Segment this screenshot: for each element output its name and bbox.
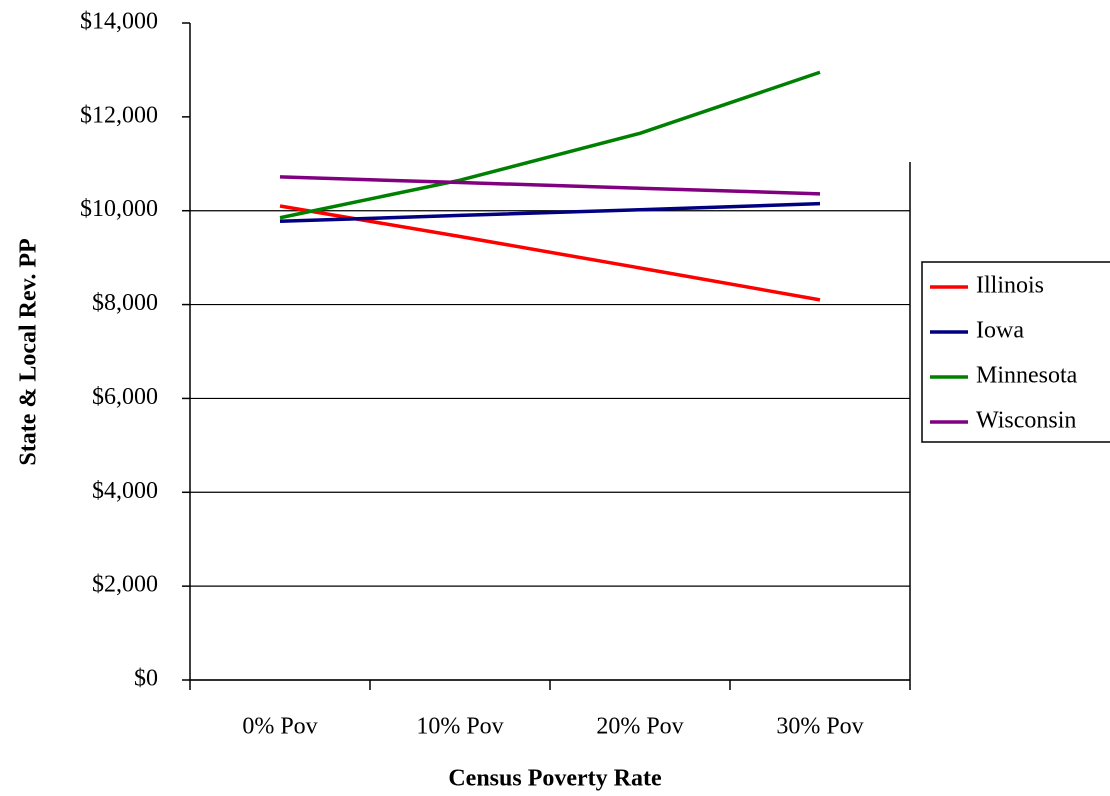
y-tick-label: $10,000 xyxy=(80,196,158,222)
x-tick-label: 10% Pov xyxy=(416,714,503,740)
y-axis-title: State & Local Rev. PP xyxy=(16,238,42,465)
legend-label: Illinois xyxy=(976,273,1044,299)
x-tick-label: 30% Pov xyxy=(776,714,863,740)
y-tick-label: $12,000 xyxy=(80,102,158,128)
y-tick-label: $14,000 xyxy=(80,9,158,35)
y-tick-label: $6,000 xyxy=(92,384,158,410)
series-line xyxy=(279,204,821,302)
legend-label: Iowa xyxy=(976,318,1024,344)
legend-label: Minnesota xyxy=(976,363,1078,389)
series-line xyxy=(279,70,821,220)
y-tick-label: $0 xyxy=(134,666,158,692)
y-tick-label: $8,000 xyxy=(92,290,158,316)
series-line xyxy=(279,175,821,196)
grid xyxy=(190,210,910,681)
y-tick-label: $4,000 xyxy=(92,478,158,504)
legend-label: Wisconsin xyxy=(976,408,1076,434)
x-axis-title: Census Poverty Rate xyxy=(448,766,662,792)
x-tick-label: 20% Pov xyxy=(596,714,683,740)
series-line xyxy=(279,201,821,224)
x-tick-label: 0% Pov xyxy=(242,714,317,740)
legend xyxy=(921,261,1110,443)
y-tick-label: $2,000 xyxy=(92,572,158,598)
